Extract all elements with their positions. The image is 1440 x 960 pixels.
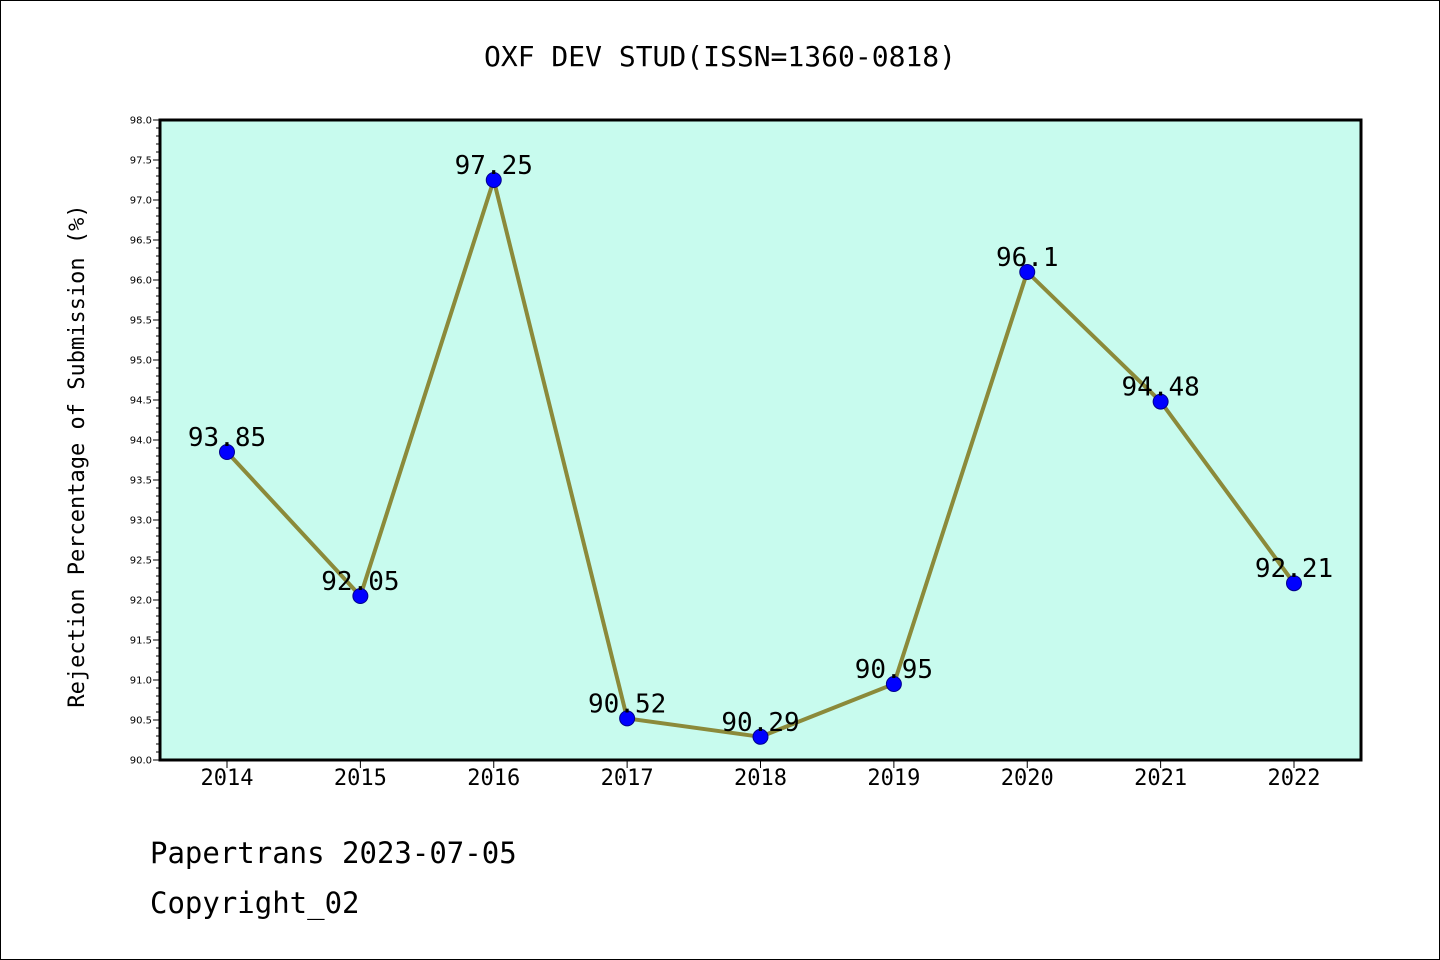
y-tick-label: 90.0 (130, 756, 152, 767)
data-label: 97.25 (455, 151, 533, 181)
y-tick-label: 91.0 (130, 676, 152, 687)
data-label: 94.48 (1121, 373, 1199, 403)
y-tick-label: 94.5 (130, 396, 152, 407)
y-tick-label: 91.5 (130, 636, 152, 647)
y-axis-label: Rejection Percentage of Submission (%) (65, 204, 90, 707)
footer-date: Papertrans 2023-07-05 (150, 836, 517, 870)
x-tick-label: 2020 (1001, 766, 1054, 791)
x-tick-label: 2015 (334, 766, 387, 791)
data-point (1152, 393, 1169, 410)
y-tick-label: 92.5 (130, 556, 152, 567)
y-tick-label: 97.0 (130, 196, 152, 207)
y-tick-label: 93.0 (130, 516, 152, 527)
x-tick-label: 2018 (734, 766, 787, 791)
plot-area (158, 118, 1363, 762)
data-labels: 93.85 92.05 97.25 90.52 90.29 90.95 96.1 94.48 9… (188, 151, 1333, 738)
data-point (352, 588, 369, 604)
data-point (752, 728, 769, 745)
y-tick-label: 90.5 (130, 716, 152, 727)
data-point (619, 710, 636, 727)
x-tick-label: 2019 (867, 766, 920, 791)
y-tick-label: 94.0 (130, 436, 152, 447)
y-tick-label: 95.0 (130, 356, 152, 367)
data-label: 90.95 (855, 655, 933, 685)
data-point (1286, 575, 1302, 592)
y-tick-label: 96.0 (130, 276, 152, 287)
data-label: 93.85 (188, 423, 266, 453)
x-tick-label: 2014 (201, 766, 254, 791)
y-tick-label: 98.0 (130, 116, 152, 127)
data-label: 90.52 (588, 689, 666, 719)
y-tick-label: 97.5 (130, 156, 152, 167)
data-label: 90.29 (721, 708, 799, 738)
data-label: 92.21 (1255, 554, 1333, 584)
y-tick-label: 95.5 (130, 316, 152, 327)
x-tick-label: 2017 (601, 766, 654, 791)
data-point (885, 676, 902, 692)
x-tick-label: 2022 (1268, 766, 1321, 791)
x-axis: 2014 2015 2016 2017 2018 2019 2020 2021 2022 (201, 760, 1321, 791)
data-points (219, 172, 1302, 745)
data-point (1019, 264, 1036, 280)
y-tick-label: 96.5 (130, 236, 152, 247)
y-tick-label: 92.0 (130, 596, 152, 607)
x-tick-label: 2016 (467, 766, 520, 791)
data-label: 96.1 (996, 243, 1059, 273)
data-point (485, 172, 502, 188)
data-label: 92.05 (321, 567, 399, 597)
x-tick-label: 2021 (1134, 766, 1187, 791)
y-axis: 90.0 90.5 91.0 91.5 92.0 92.5 93.0 93.5 94.0 94.5… (130, 116, 160, 767)
footer-copyright: Copyright_02 (150, 886, 360, 920)
y-tick-label: 93.5 (130, 476, 152, 487)
data-point (219, 444, 235, 460)
chart-title: OXF DEV STUD(ISSN=1360-0818) (484, 40, 956, 73)
